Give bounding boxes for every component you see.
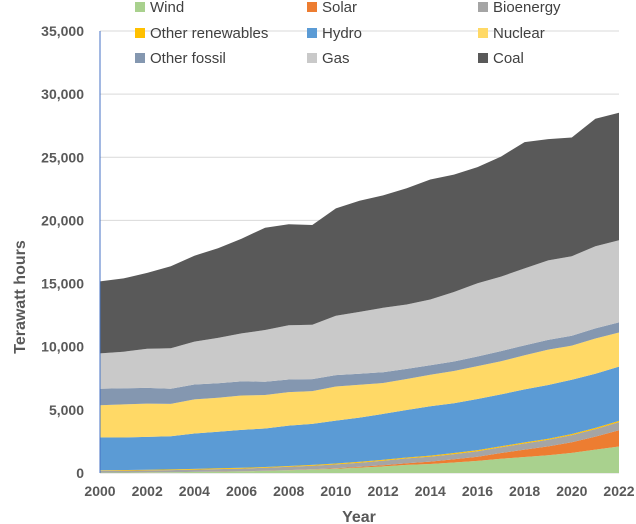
legend-item: Bioenergy (478, 0, 561, 16)
legend-label: Other renewables (150, 25, 269, 42)
legend-swatch (478, 2, 488, 12)
legend-item: Wind (135, 0, 184, 16)
chart-legend: Wind Solar Bioenergy Other renewables Hydro N… (0, 0, 636, 70)
legend-item: Coal (478, 50, 524, 67)
x-tick-label: 2014 (415, 483, 446, 499)
legend-swatch (135, 2, 145, 12)
area-other-fossil (100, 322, 619, 406)
y-tick-label: 25,000 (41, 149, 84, 165)
x-tick-label: 2006 (226, 483, 257, 499)
y-tick-label: 30,000 (41, 86, 84, 102)
legend-item: Nuclear (478, 25, 545, 42)
legend-swatch (307, 2, 317, 12)
area-hydro (100, 366, 619, 471)
legend-label: Nuclear (493, 25, 545, 42)
x-tick-labels: 2000 2002 2004 2006 2008 2010 2012 2014 2016 2018… (84, 483, 634, 499)
x-tick-label: 2008 (273, 483, 304, 499)
area-bioenergy (100, 422, 619, 473)
legend-label: Wind (150, 0, 185, 16)
x-tick-label: 2022 (603, 483, 634, 499)
y-tick-label: 10,000 (41, 339, 84, 355)
x-tick-label: 2000 (84, 483, 115, 499)
x-tick-label: 2018 (509, 483, 540, 499)
legend-swatch (478, 53, 488, 63)
x-tick-label: 2012 (368, 483, 399, 499)
legend-swatch (307, 28, 317, 38)
y-tick-label: 0 (76, 465, 84, 481)
legend-label: Other fossil (150, 50, 226, 67)
legend-label: Gas (322, 50, 350, 67)
y-tick-label: 20,000 (41, 212, 84, 228)
y-axis-title: Terawatt hours (12, 240, 29, 354)
legend-swatch (135, 53, 145, 63)
y-tick-label: 5,000 (49, 402, 84, 418)
legend-label: Solar (322, 0, 358, 16)
legend-swatch (135, 28, 145, 38)
x-tick-label: 2016 (462, 483, 493, 499)
area-wind (100, 446, 619, 473)
legend-item: Gas (307, 50, 350, 67)
x-tick-label: 2010 (320, 483, 351, 499)
legend-item: Other fossil (135, 50, 226, 67)
legend-swatch (478, 28, 488, 38)
area-solar (100, 430, 619, 473)
x-tick-label: 2004 (179, 483, 210, 499)
legend-label: Hydro (322, 25, 363, 42)
y-tick-label: 15,000 (41, 276, 84, 292)
legend-label: Bioenergy (493, 0, 561, 16)
legend-item: Solar (307, 0, 357, 16)
area-gas (100, 240, 619, 389)
legend-item: Other renewables (135, 25, 268, 42)
y-tick-labels: 0 5,000 10,000 15,000 20,000 25,000 30,000 35,0… (41, 23, 84, 481)
x-axis-title: Year (342, 509, 376, 524)
area-nuclear (100, 332, 619, 438)
legend-item: Hydro (307, 25, 362, 42)
area-series-group (100, 112, 619, 473)
x-tick-label: 2002 (132, 483, 163, 499)
legend-label: Coal (493, 50, 524, 67)
area-coal (100, 112, 619, 354)
y-tick-label: 35,000 (41, 23, 84, 39)
legend-swatch (307, 53, 317, 63)
x-tick-label: 2020 (556, 483, 587, 499)
